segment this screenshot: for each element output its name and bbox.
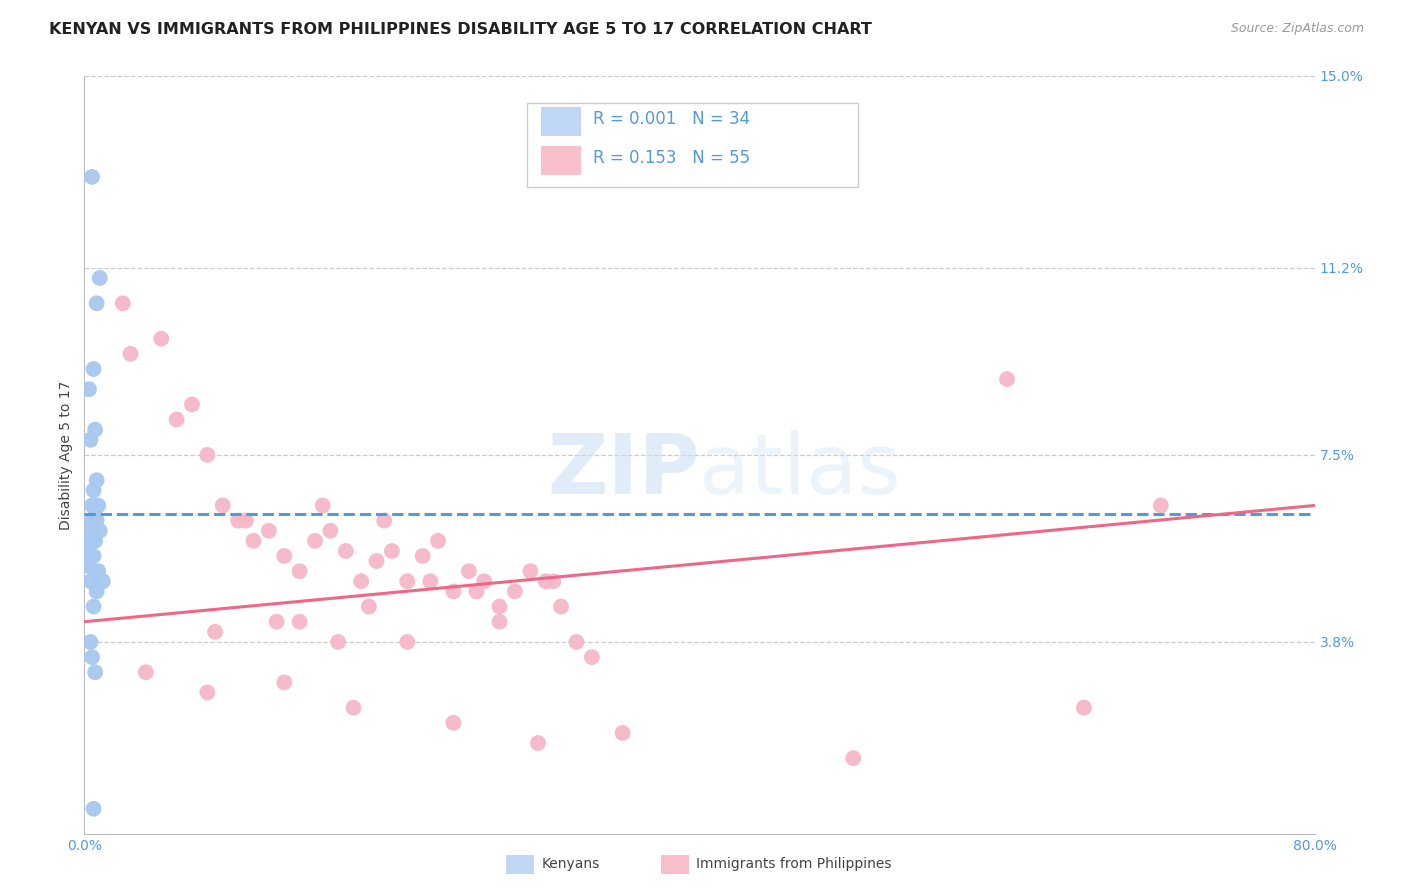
Point [166,412,188,426]
Point [79,635,101,649]
Point [488,615,510,629]
Point [80,524,103,538]
Point [77,533,100,548]
Point [373,514,395,528]
Point [79,574,101,589]
Point [543,574,565,589]
Point [86,473,108,487]
Point [80,514,103,528]
Point [89,524,111,538]
Point [84,665,107,680]
Point [77,559,100,574]
Point [235,514,257,528]
Point [1150,499,1173,513]
Point [83,483,105,498]
Point [89,271,111,285]
Point [111,296,134,310]
Point [488,599,510,614]
Point [83,524,105,538]
Text: R = 0.001   N = 34: R = 0.001 N = 34 [593,110,751,128]
Point [87,564,110,578]
Point [86,514,108,528]
Point [86,296,108,310]
Point [381,544,404,558]
Point [83,802,105,816]
Point [77,544,100,558]
Point [273,549,295,563]
Point [842,751,865,765]
Point [319,524,342,538]
Point [519,564,541,578]
Text: Source: ZipAtlas.com: Source: ZipAtlas.com [1230,22,1364,36]
Point [443,715,465,730]
Point [91,574,114,589]
Point [80,499,103,513]
Point [304,533,326,548]
Point [995,372,1018,386]
Point [87,499,110,513]
Point [80,650,103,665]
Point [581,650,603,665]
Point [86,584,108,599]
Text: atlas: atlas [700,430,901,510]
Point [366,554,388,568]
Point [288,615,311,629]
Y-axis label: Disability Age 5 to 17: Disability Age 5 to 17 [59,380,73,530]
Point [83,599,105,614]
Point [534,574,557,589]
Point [1073,700,1095,714]
Point [465,584,488,599]
Point [396,635,419,649]
Point [312,499,335,513]
Point [326,635,349,649]
Point [427,533,450,548]
Point [342,700,364,714]
Point [527,736,550,750]
Point [457,564,479,578]
Point [79,549,101,563]
Point [197,448,219,462]
Point [79,514,101,528]
Point [472,574,495,589]
Point [120,347,142,361]
Point [335,544,357,558]
Point [77,382,100,396]
Point [612,726,634,740]
Point [80,169,103,184]
Text: KENYAN VS IMMIGRANTS FROM PHILIPPINES DISABILITY AGE 5 TO 17 CORRELATION CHART: KENYAN VS IMMIGRANTS FROM PHILIPPINES DI… [49,22,872,37]
Point [419,574,441,589]
Point [150,332,173,346]
Point [204,624,226,639]
Point [503,584,526,599]
Point [197,685,219,699]
Point [550,599,572,614]
Point [257,524,280,538]
Point [350,574,373,589]
Text: ZIP: ZIP [547,430,700,510]
Point [135,665,157,680]
Point [80,533,103,548]
Point [181,397,204,411]
Text: Immigrants from Philippines: Immigrants from Philippines [696,857,891,871]
Point [412,549,434,563]
Text: R = 0.153   N = 55: R = 0.153 N = 55 [593,149,751,167]
Point [565,635,588,649]
Point [396,574,419,589]
Point [273,675,295,690]
Point [357,599,380,614]
Text: Kenyans: Kenyans [541,857,599,871]
Point [83,549,105,563]
Point [83,362,105,376]
Point [226,514,249,528]
Point [288,564,311,578]
Point [211,499,233,513]
Point [242,533,264,548]
Point [84,533,107,548]
Point [79,433,101,447]
Point [84,508,107,523]
Point [443,584,465,599]
Point [266,615,288,629]
Point [84,423,107,437]
